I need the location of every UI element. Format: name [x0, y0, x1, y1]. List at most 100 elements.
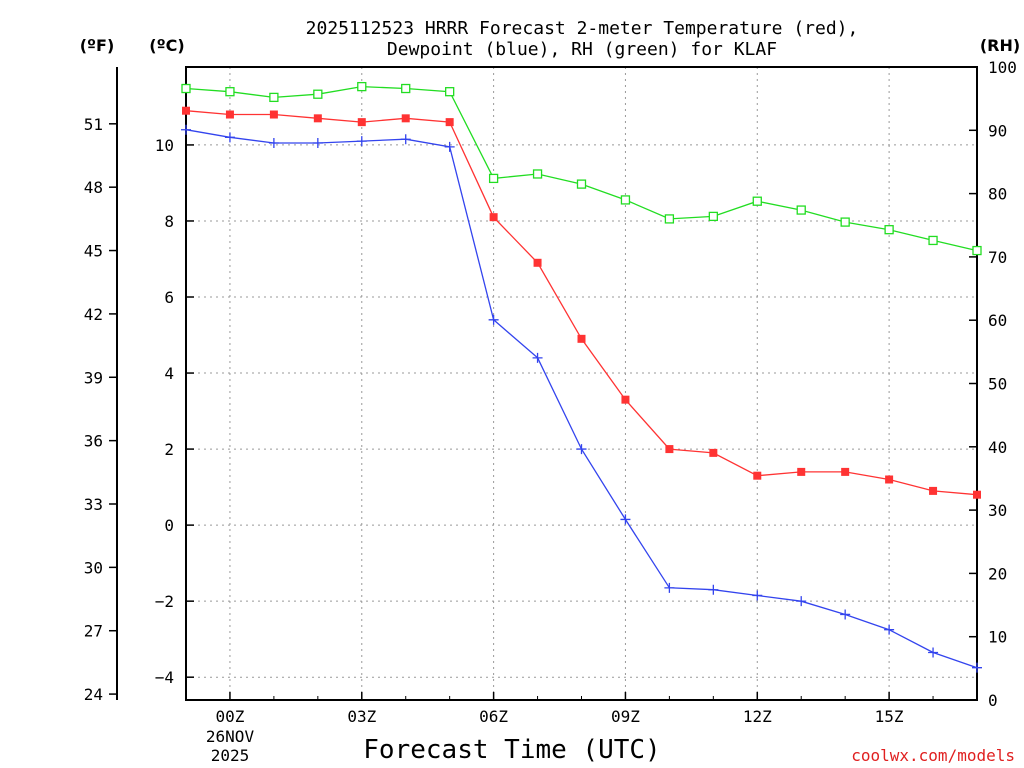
rh-tick-label: 60: [988, 311, 1007, 330]
dewpoint-point: [928, 647, 939, 658]
fahrenheit-tick-label: 48: [84, 178, 103, 197]
chart-title-line-1: 2025112523 HRRR Forecast 2-meter Tempera…: [306, 18, 859, 39]
temperature-line: [185, 110, 978, 496]
rh-point: [313, 89, 323, 99]
rh-point: [752, 196, 762, 206]
fahrenheit-tick-label: 45: [84, 242, 103, 261]
temperature-point: [665, 445, 674, 454]
dewpoint-point: [796, 596, 807, 607]
celsius-unit-label: (ºC): [149, 36, 184, 55]
rh-point: [664, 214, 675, 224]
temperature-point: [489, 213, 498, 222]
rh-tick-label: 10: [988, 628, 1007, 647]
rh-unit-label: (RH): [980, 36, 1020, 55]
celsius-tick-label: 4: [164, 364, 174, 383]
rh-tick-label: 80: [988, 185, 1007, 204]
temperature-point: [225, 110, 234, 119]
fahrenheit-tick-label: 51: [84, 115, 103, 134]
data-series: [181, 81, 982, 673]
rh-point: [928, 235, 938, 246]
dewpoint-point: [620, 514, 631, 525]
rh-point: [357, 81, 367, 92]
fahrenheit-tick-label: 42: [84, 305, 103, 324]
dewpoint-point: [400, 134, 411, 145]
temperature-point: [621, 395, 630, 404]
rh-tick-label: 90: [988, 121, 1007, 140]
rh-point: [532, 169, 543, 179]
rh-point: [708, 211, 718, 222]
celsius-tick-label: 6: [164, 288, 174, 307]
fahrenheit-tick-label: 27: [84, 622, 103, 641]
temperature-point: [577, 334, 586, 343]
x-tick-label: 00Z: [215, 707, 244, 726]
celsius-tick-label: −4: [155, 668, 174, 687]
rh-point: [840, 217, 850, 227]
temperature-point: [182, 106, 190, 115]
temperature-point: [445, 118, 454, 127]
dewpoint-point: [312, 138, 323, 149]
dewpoint-point: [181, 124, 191, 135]
temperature-point: [401, 114, 410, 123]
temperature-point: [313, 114, 322, 123]
rh-point: [972, 245, 982, 256]
fahrenheit-tick-label: 24: [84, 685, 103, 704]
celsius-tick-label: −2: [155, 592, 174, 611]
watermark: coolwx.com/models: [851, 746, 1015, 765]
temperature-point: [885, 475, 894, 484]
chart-title-line-2: Dewpoint (blue), RH (green) for KLAF: [387, 39, 777, 60]
temperature-point: [533, 258, 542, 267]
rh-tick-label: 50: [988, 375, 1007, 394]
celsius-tick-label: 8: [164, 212, 174, 231]
date-label-day: 26NOV: [206, 727, 255, 746]
dewpoint-point: [752, 590, 763, 601]
celsius-tick-label: 2: [164, 440, 174, 459]
rh-point: [796, 205, 806, 215]
rh-point: [576, 179, 587, 189]
rh-point: [401, 83, 411, 94]
axis-ticks-and-labels: 00Z 03Z 06Z 09Z 12Z 15Z−4−2024681024273033363…: [84, 58, 1017, 726]
rh-tick-label: 70: [988, 248, 1007, 267]
dewpoint-point: [840, 609, 851, 620]
rh-point: [225, 87, 235, 97]
temperature-point: [797, 467, 806, 476]
rh-tick-label: 40: [988, 438, 1007, 457]
dewpoint-point: [268, 138, 279, 149]
x-tick-label: 09Z: [611, 707, 640, 726]
fahrenheit-tick-label: 39: [84, 368, 103, 387]
fahrenheit-unit-label: (ºF): [80, 36, 115, 55]
dewpoint-point: [488, 314, 499, 325]
rh-point: [488, 173, 499, 184]
fahrenheit-tick-label: 36: [84, 432, 103, 451]
temperature-point: [929, 486, 938, 495]
temperature-point: [753, 471, 762, 480]
rh-point: [269, 92, 279, 103]
dewpoint-point: [224, 132, 235, 143]
temperature-point: [973, 490, 981, 499]
celsius-tick-label: 0: [164, 516, 174, 535]
fahrenheit-tick-label: 30: [84, 558, 103, 577]
dewpoint-point: [884, 624, 895, 635]
dewpoint-point: [532, 352, 543, 363]
rh-point: [884, 225, 894, 235]
dewpoint-point: [444, 141, 455, 152]
date-label-year: 2025: [211, 746, 250, 765]
rh-point: [445, 87, 455, 97]
dewpoint-line: [185, 129, 978, 669]
dewpoint-point: [708, 584, 719, 595]
rh-tick-label: 100: [988, 58, 1017, 77]
rh-line: [185, 85, 978, 252]
rh-point: [181, 83, 191, 94]
dewpoint-point: [972, 662, 982, 673]
rh-tick-label: 20: [988, 564, 1007, 583]
temperature-point: [841, 467, 850, 476]
temperature-point: [357, 118, 366, 127]
plot-frame: [185, 66, 978, 701]
x-tick-label: 12Z: [743, 707, 772, 726]
fahrenheit-tick-label: 33: [84, 495, 103, 514]
dewpoint-point: [356, 136, 367, 147]
rh-point: [620, 195, 631, 205]
dewpoint-point: [576, 444, 587, 455]
temperature-point: [709, 448, 718, 457]
x-tick-label: 06Z: [479, 707, 508, 726]
rh-tick-label: 30: [988, 501, 1007, 520]
